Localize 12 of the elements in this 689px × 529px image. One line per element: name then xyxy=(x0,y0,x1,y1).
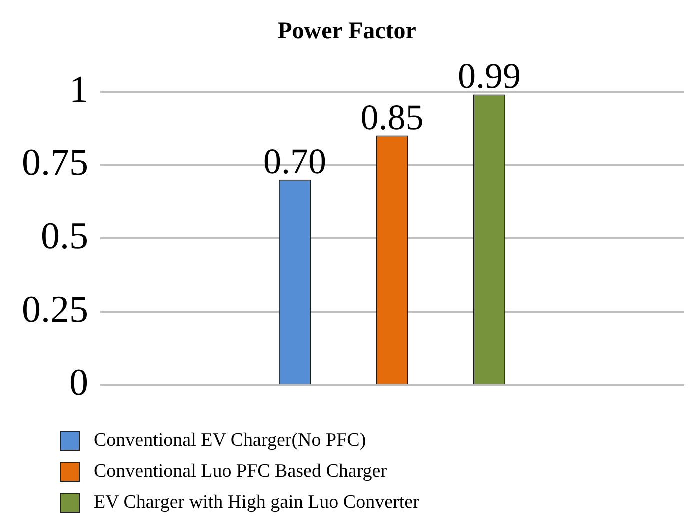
data-label: 0.99 xyxy=(458,56,521,96)
y-tick-label: 0.5 xyxy=(41,215,88,258)
y-tick-label: 1 xyxy=(70,68,88,111)
y-tick-label: 0 xyxy=(70,362,88,404)
legend-label: EV Charger with High gain Luo Converter xyxy=(94,492,420,514)
data-label: 0.85 xyxy=(360,97,424,138)
legend-label: Conventional Luo PFC Based Charger xyxy=(94,460,388,482)
y-tick-label: 0.25 xyxy=(22,288,88,331)
data-label: 0.70 xyxy=(264,141,326,182)
chart-title: Power Factor xyxy=(278,18,417,45)
y-tick-label: 0.75 xyxy=(22,142,88,184)
legend-label: Conventional EV Charger(No PFC) xyxy=(94,430,366,452)
